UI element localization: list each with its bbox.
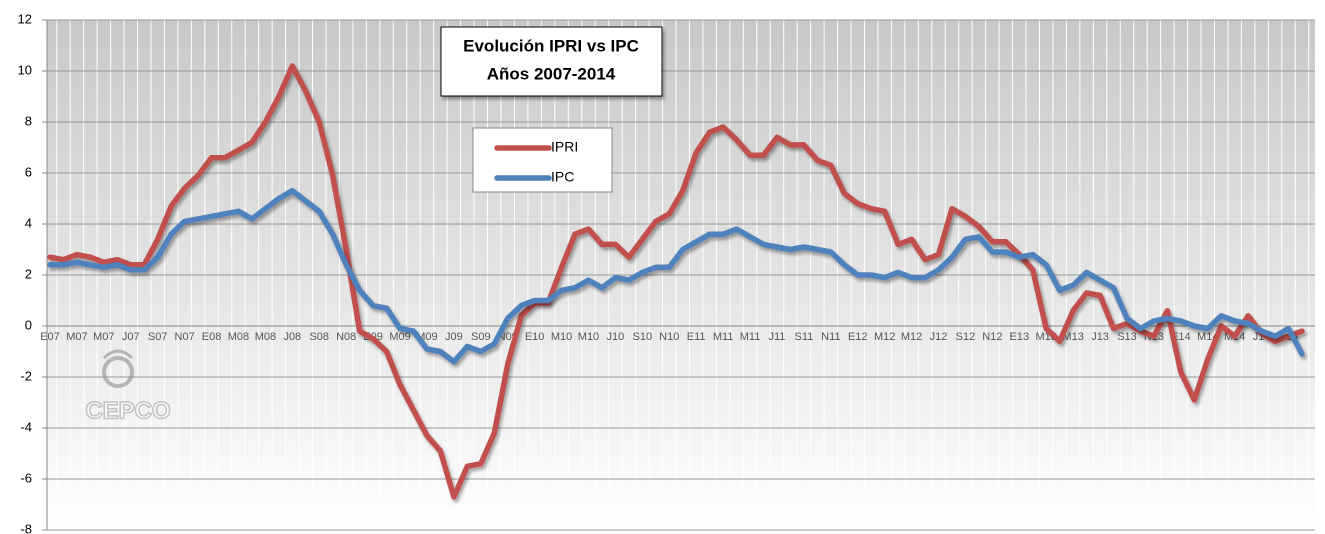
legend-label: IPC	[551, 169, 574, 185]
x-tick-label: J08	[283, 331, 301, 343]
watermark: CEPCO	[85, 397, 170, 424]
title-box	[440, 26, 663, 97]
x-tick-label: N12	[982, 331, 1002, 343]
x-tick-label: E13	[1010, 331, 1030, 343]
x-tick-label: N07	[175, 331, 195, 343]
x-tick-label: M07	[93, 331, 114, 343]
x-tick-label: M12	[901, 331, 922, 343]
x-tick-label: J10	[607, 331, 625, 343]
x-tick-label: M10	[578, 331, 599, 343]
x-tick-label: N08	[336, 331, 356, 343]
y-tick-label: -4	[20, 419, 32, 434]
x-tick-label: M11	[713, 331, 734, 343]
y-tick-label: 8	[25, 113, 32, 128]
x-tick-label: E12	[848, 331, 868, 343]
logo: CEPCO	[85, 349, 171, 425]
y-tick-label: -6	[20, 470, 32, 485]
y-tick-label: 12	[18, 11, 32, 26]
x-tick-label: E10	[525, 331, 545, 343]
chart-subtitle: Años 2007-2014	[487, 64, 616, 83]
series-line	[47, 63, 1305, 500]
x-tick-label: J11	[769, 331, 786, 343]
y-tick-label: -8	[20, 521, 32, 534]
x-tick-label: E11	[687, 331, 706, 343]
y-tick-label: 4	[25, 215, 32, 230]
x-tick-label: S09	[471, 331, 491, 343]
legend: IPRI IPC	[494, 139, 578, 185]
x-tick-label: E07	[40, 331, 60, 343]
x-tick-label: J12	[930, 331, 948, 343]
y-tick-label: 6	[25, 164, 32, 179]
legend-label: IPRI	[551, 139, 578, 155]
x-tick-label: E08	[202, 331, 222, 343]
y-tick-label: 2	[25, 266, 32, 281]
x-tick-label: M09	[389, 331, 410, 343]
y-tick-label: -2	[20, 368, 32, 383]
x-tick-label: S08	[309, 331, 329, 343]
x-tick-label: S07	[148, 331, 168, 343]
y-tick-label: 10	[18, 62, 32, 77]
x-tick-label: M10	[551, 331, 572, 343]
lines	[47, 63, 1305, 500]
x-tick-label: J13	[1091, 331, 1109, 343]
x-tick-label: M08	[228, 331, 249, 343]
x-tick-label: M08	[255, 331, 276, 343]
x-tick-label: S13	[1117, 331, 1137, 343]
x-tick-label: S10	[633, 331, 653, 343]
x-tick-label: J07	[122, 331, 140, 343]
x-tick-label: M12	[874, 331, 895, 343]
x-tick-label: N10	[659, 331, 679, 343]
x-tick-label: N11	[821, 331, 840, 343]
series-line	[47, 188, 1305, 365]
x-tick-label: M11	[740, 331, 761, 343]
y-tick-label: 0	[25, 317, 32, 332]
x-tick-label: J09	[445, 331, 463, 343]
legend-box	[472, 127, 613, 193]
x-tick-label: M07	[66, 331, 87, 343]
x-tick-label: S12	[956, 331, 976, 343]
x-tick-label: S11	[795, 331, 814, 343]
grid: -8 -6 -4 -2 0 2 4 6 8 10 12	[18, 11, 1315, 534]
chart-title: Evolución IPRI vs IPC	[463, 36, 639, 55]
x-tick-label: M13	[1062, 331, 1083, 343]
